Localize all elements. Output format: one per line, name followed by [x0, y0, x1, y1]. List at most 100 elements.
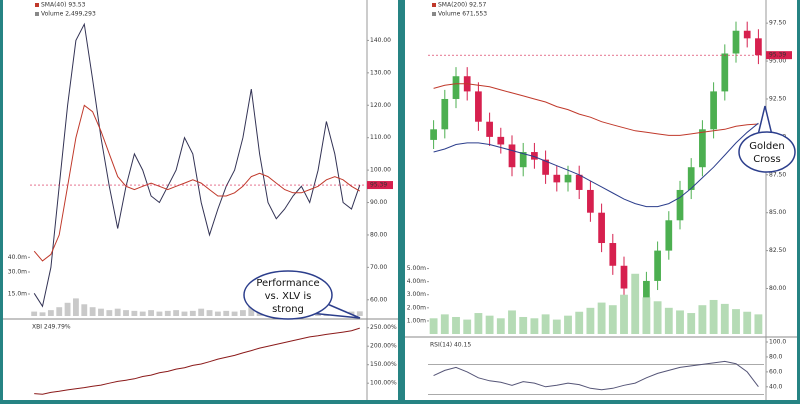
- legend-swatch: [432, 12, 436, 16]
- legend-swatch: [35, 12, 39, 16]
- volume-bar: [519, 316, 528, 334]
- volume-bar: [687, 313, 696, 334]
- y-tick-label: 110.00: [370, 134, 391, 141]
- annotation-line: Golden: [749, 141, 784, 152]
- volume-bar: [56, 307, 63, 316]
- y-tick-label: 250.00%: [370, 324, 397, 331]
- y-tick-label: 40.0m: [8, 254, 27, 261]
- annotation-line: Cross: [753, 154, 780, 165]
- volume-bar: [653, 301, 662, 334]
- y-tick-label: 1.00m: [407, 317, 426, 324]
- last-price-label: 95.39: [370, 182, 387, 189]
- volume-bar: [173, 310, 180, 316]
- series-line: [33, 22, 361, 308]
- y-tick-label: 150.00%: [370, 361, 397, 368]
- volume-bar: [631, 273, 640, 334]
- candle-body: [609, 243, 617, 266]
- volume-bar: [720, 303, 729, 334]
- annotation-bubble: Performance vs. XLV is strong: [243, 270, 361, 320]
- y-tick-label: 92.50: [769, 95, 786, 102]
- volume-bar: [474, 313, 483, 334]
- volume-bar: [732, 309, 740, 334]
- last-price-label: 95.39: [769, 52, 786, 59]
- volume-bar: [508, 310, 516, 334]
- y-tick-label: 100.0: [769, 339, 786, 346]
- volume-bar: [620, 294, 628, 334]
- volume-bar: [608, 305, 617, 334]
- legend-entry: Volume 671,553: [438, 11, 487, 18]
- y-tick-label: 80.00: [769, 285, 786, 292]
- y-tick-label: 5.00m: [407, 265, 426, 272]
- volume-bar: [89, 307, 96, 316]
- y-tick-label: 120.00: [370, 102, 391, 109]
- volume-bar: [139, 311, 146, 316]
- candle-body: [508, 144, 516, 168]
- volume-bar: [240, 310, 246, 316]
- volume-bar: [131, 310, 138, 316]
- y-tick-label: 80.00: [370, 231, 387, 238]
- candle-body: [699, 129, 706, 168]
- y-tick-label: 82.50: [769, 247, 786, 254]
- candle-body: [452, 76, 460, 99]
- candle-body: [676, 189, 684, 221]
- volume-bar: [148, 310, 154, 316]
- candle-body: [643, 280, 650, 304]
- volume-bar: [81, 304, 88, 316]
- volume-bar: [181, 311, 188, 316]
- volume-bar: [452, 316, 460, 334]
- candle-body: [430, 129, 437, 140]
- volume-bar: [248, 305, 255, 316]
- candle-body: [486, 121, 493, 137]
- series-line: [433, 360, 759, 391]
- last-price-box: [766, 51, 792, 60]
- y-tick-label: 140.00: [370, 37, 391, 44]
- candle-body: [531, 152, 538, 160]
- volume-bar: [47, 310, 54, 316]
- legend-entry: SMA(200) 92.57: [438, 2, 486, 9]
- right-panel: [405, 0, 797, 400]
- volume-bar: [552, 319, 561, 334]
- legend-entry: SMA(40) 93.53: [41, 2, 86, 9]
- legend-entry: Volume 2,499,293: [41, 11, 96, 18]
- bubble: [243, 270, 333, 320]
- volume-bar: [530, 318, 539, 334]
- candle-body: [553, 174, 561, 183]
- y-tick-label: 130.00: [370, 69, 391, 76]
- series-line: [433, 83, 759, 136]
- y-tick-label: 80.0: [769, 353, 783, 360]
- series-line: [433, 122, 759, 208]
- pane-title: RSI(14) 40.15: [430, 342, 471, 349]
- volume-bar: [39, 312, 46, 316]
- series-line: [34, 327, 360, 395]
- volume-bar: [541, 314, 550, 334]
- volume-bar: [73, 298, 79, 316]
- volume-bar: [98, 308, 104, 316]
- annotation-line: vs. XLV is: [265, 291, 312, 302]
- candle-body: [620, 265, 628, 289]
- volume-bar: [429, 318, 438, 334]
- candle-body: [564, 174, 572, 183]
- y-tick-label: 15.0m: [8, 291, 27, 298]
- volume-bar: [206, 310, 213, 316]
- y-tick-label: 2.00m: [407, 304, 426, 311]
- volume-bar: [564, 315, 572, 334]
- y-tick-label: 70.00: [370, 264, 387, 271]
- annotation-line: strong: [272, 304, 304, 315]
- volume-bar: [709, 299, 718, 334]
- volume-bar: [114, 308, 121, 316]
- y-tick-label: 100.00%: [370, 380, 397, 387]
- candle-body: [497, 136, 505, 145]
- volume-bar: [214, 311, 221, 316]
- candle-body: [575, 174, 583, 190]
- volume-bar: [676, 310, 684, 334]
- volume-bar: [223, 310, 230, 316]
- volume-bar: [485, 315, 494, 334]
- volume-bar: [440, 314, 449, 334]
- candle-body: [743, 30, 751, 39]
- y-tick-label: 30.0m: [8, 269, 27, 276]
- volume-bar: [496, 318, 505, 334]
- y-tick-label: 87.50: [769, 171, 786, 178]
- volume-bar: [198, 308, 205, 316]
